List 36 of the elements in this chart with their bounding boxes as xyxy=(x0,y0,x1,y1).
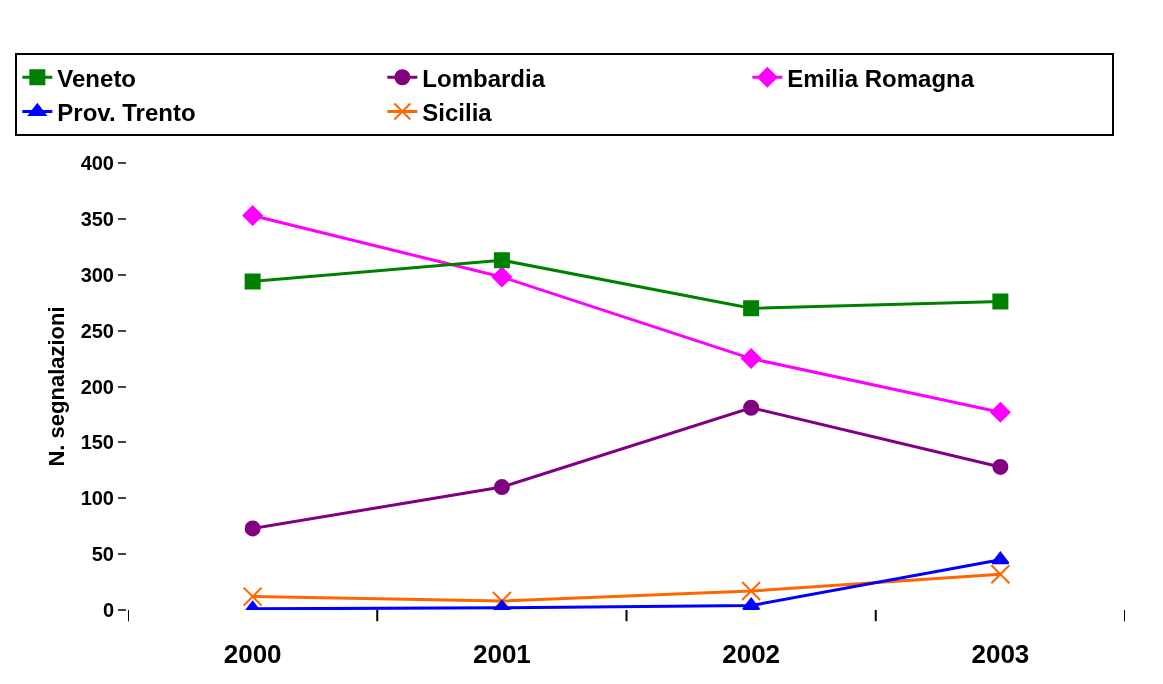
y-tick-label: 100 xyxy=(80,487,114,510)
x-tick-label: 2000 xyxy=(223,639,282,670)
legend-label: Sicilia xyxy=(422,98,493,126)
y-tick-label: 350 xyxy=(80,207,114,230)
point xyxy=(242,205,263,226)
point xyxy=(743,399,760,416)
legend-label: Lombardia xyxy=(422,64,546,92)
legend-label: Veneto xyxy=(57,64,137,92)
point xyxy=(493,479,510,496)
point xyxy=(741,348,762,369)
y-tick-label: 400 xyxy=(80,152,114,174)
point xyxy=(244,273,261,290)
y-tick-label: 150 xyxy=(80,431,114,454)
point xyxy=(493,252,510,269)
legend-label: Emilia Romagna xyxy=(787,64,975,92)
point xyxy=(491,591,512,610)
point xyxy=(991,551,1010,565)
y-tick-label: 300 xyxy=(80,263,114,286)
point xyxy=(242,586,263,607)
x-tick-label: 2001 xyxy=(472,639,531,670)
point xyxy=(743,300,760,317)
x-tick-label: 2002 xyxy=(722,639,781,670)
point xyxy=(491,266,512,288)
y-axis-title: N. segnalazioni xyxy=(43,306,69,467)
point xyxy=(990,402,1011,423)
y-tick-label: 200 xyxy=(80,375,114,398)
point xyxy=(992,458,1009,475)
point xyxy=(244,520,261,537)
y-tick-label: 50 xyxy=(91,543,114,566)
y-tick-label: 250 xyxy=(80,319,114,342)
legend-label: Prov. Trento xyxy=(57,98,196,126)
y-tick-label: 0 xyxy=(102,599,114,621)
point xyxy=(990,564,1011,585)
point xyxy=(992,293,1009,310)
point xyxy=(741,581,762,601)
x-tick-label: 2003 xyxy=(971,639,1030,670)
